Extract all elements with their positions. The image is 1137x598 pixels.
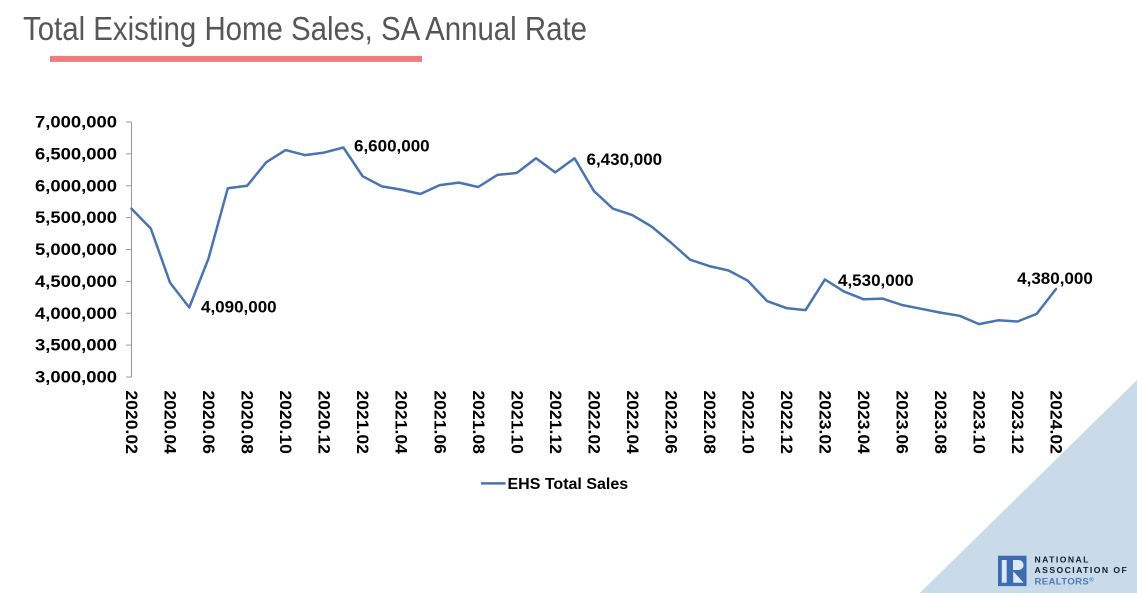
- svg-text:2022.12: 2022.12: [777, 390, 796, 454]
- svg-text:2023.08: 2023.08: [931, 390, 950, 454]
- svg-text:4,380,000: 4,380,000: [1017, 269, 1093, 288]
- svg-text:Total Existing Home Sales, SA: Total Existing Home Sales, SA Annual Rat…: [23, 10, 587, 47]
- svg-text:4,530,000: 4,530,000: [838, 271, 914, 290]
- svg-text:2023.06: 2023.06: [893, 390, 912, 454]
- svg-text:4,090,000: 4,090,000: [201, 298, 277, 317]
- svg-text:2022.06: 2022.06: [661, 390, 680, 454]
- svg-text:6,000,000: 6,000,000: [35, 176, 117, 195]
- svg-text:2023.02: 2023.02: [816, 390, 835, 454]
- svg-text:6,500,000: 6,500,000: [35, 145, 117, 164]
- svg-text:NATIONAL: NATIONAL: [1035, 555, 1090, 565]
- svg-text:4,000,000: 4,000,000: [35, 304, 117, 323]
- svg-text:3,000,000: 3,000,000: [35, 368, 117, 387]
- svg-text:4,500,000: 4,500,000: [35, 272, 117, 291]
- svg-text:2023.10: 2023.10: [970, 390, 989, 454]
- svg-text:2020.10: 2020.10: [276, 390, 295, 454]
- svg-text:2020.06: 2020.06: [199, 390, 218, 454]
- svg-text:2021.12: 2021.12: [546, 390, 565, 454]
- svg-text:2021.08: 2021.08: [469, 390, 488, 454]
- svg-text:2022.02: 2022.02: [584, 390, 603, 454]
- svg-text:2022.08: 2022.08: [700, 390, 719, 454]
- svg-text:2024.02: 2024.02: [1047, 390, 1066, 454]
- svg-text:2020.08: 2020.08: [238, 390, 257, 454]
- svg-text:2021.10: 2021.10: [507, 390, 526, 454]
- svg-text:3,500,000: 3,500,000: [35, 336, 117, 355]
- svg-text:2020.04: 2020.04: [161, 390, 180, 454]
- svg-text:REALTORS®: REALTORS®: [1035, 576, 1095, 587]
- svg-text:2021.02: 2021.02: [353, 390, 372, 454]
- svg-text:ASSOCIATION OF: ASSOCIATION OF: [1035, 565, 1129, 575]
- svg-text:7,000,000: 7,000,000: [35, 113, 117, 132]
- svg-text:2020.12: 2020.12: [315, 390, 334, 454]
- svg-text:2023.04: 2023.04: [854, 390, 873, 454]
- svg-text:EHS Total Sales: EHS Total Sales: [508, 476, 629, 493]
- svg-text:2022.04: 2022.04: [623, 390, 642, 454]
- svg-text:2020.02: 2020.02: [122, 390, 141, 454]
- svg-text:2021.04: 2021.04: [392, 390, 411, 454]
- svg-text:6,430,000: 6,430,000: [587, 150, 663, 169]
- svg-text:2022.10: 2022.10: [738, 390, 757, 454]
- svg-text:5,500,000: 5,500,000: [35, 208, 117, 227]
- svg-text:6,600,000: 6,600,000: [354, 137, 430, 156]
- svg-text:2021.06: 2021.06: [430, 390, 449, 454]
- svg-text:5,000,000: 5,000,000: [35, 240, 117, 259]
- svg-text:2023.12: 2023.12: [1008, 390, 1027, 454]
